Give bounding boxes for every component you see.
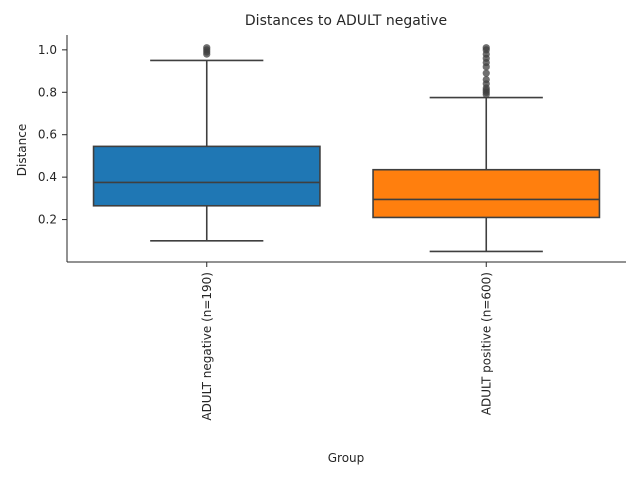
- iqr-box: [92, 145, 321, 207]
- x-ticks: ADULT negative (n=190) ADULT positive (n=…: [200, 262, 493, 421]
- y-tick-label: 0.2: [38, 213, 57, 227]
- y-tick-label: 0.8: [38, 85, 57, 99]
- x-tick-label: ADULT positive (n=600): [479, 272, 493, 415]
- y-ticks: 0.2 0.4 0.6 0.8 1.0: [38, 43, 67, 227]
- outlier-point: [482, 44, 490, 52]
- x-tick-label: ADULT negative (n=190): [200, 272, 214, 421]
- iqr-box: [372, 168, 601, 219]
- plot-area: [92, 44, 601, 253]
- y-tick-label: 0.6: [38, 128, 57, 142]
- y-axis-label: Distance: [15, 124, 29, 176]
- y-tick-label: 0.4: [38, 170, 57, 184]
- y-tick-label: 1.0: [38, 43, 57, 57]
- chart-title: Distances to ADULT negative: [245, 13, 447, 29]
- outlier-point: [482, 75, 490, 84]
- outlier-point: [203, 44, 211, 52]
- box-group-1: [92, 44, 321, 242]
- x-axis-label: Group: [328, 451, 365, 465]
- outlier-point: [482, 69, 490, 77]
- box-group-2: [372, 44, 601, 253]
